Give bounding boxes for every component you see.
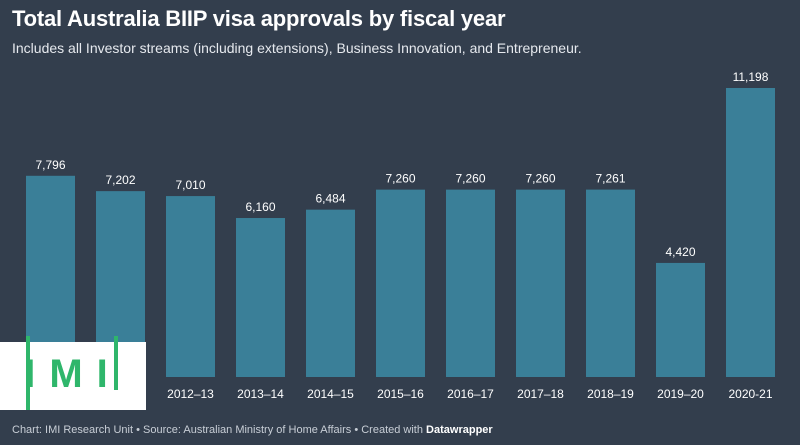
x-tick-label-2012–13: 2012–13: [167, 387, 214, 401]
bar-2020-21[interactable]: [726, 88, 775, 377]
x-tick-label-2015–16: 2015–16: [377, 387, 424, 401]
x-tick-label-2017–18: 2017–18: [517, 387, 564, 401]
logo-accent-bar-right: [114, 336, 118, 390]
bar-2016–17[interactable]: [446, 189, 495, 377]
footer-credits: Chart: IMI Research Unit • Source: Austr…: [12, 424, 427, 436]
x-tick-label-2016–17: 2016–17: [447, 387, 494, 401]
value-label-2011–12: 7,202: [105, 173, 135, 187]
value-label-2013–14: 6,160: [245, 200, 275, 214]
x-tick-label-2020-21: 2020-21: [728, 387, 772, 401]
bar-2017–18[interactable]: [516, 189, 565, 377]
x-tick-label-2013–14: 2013–14: [237, 387, 284, 401]
x-tick-label-2019–20: 2019–20: [657, 387, 704, 401]
chart-footer: Chart: IMI Research Unit • Source: Austr…: [12, 424, 493, 436]
value-label-2018–19: 7,261: [595, 172, 625, 186]
value-label-2014–15: 6,484: [315, 192, 345, 206]
value-label-2010–11: 7,796: [35, 158, 65, 172]
value-label-2019–20: 4,420: [665, 245, 695, 259]
bar-2015–16[interactable]: [376, 189, 425, 377]
value-label-2012–13: 7,010: [175, 178, 205, 192]
value-label-2020-21: 11,198: [733, 70, 769, 84]
datawrapper-link[interactable]: Datawrapper: [426, 424, 493, 436]
bar-2012–13[interactable]: [166, 196, 215, 377]
value-label-2015–16: 7,260: [385, 172, 415, 186]
chart-title: Total Australia BIIP visa approvals by f…: [12, 6, 506, 31]
x-tick-label-2014–15: 2014–15: [307, 387, 354, 401]
bar-2019–20[interactable]: [656, 262, 705, 377]
chart-subtitle: Includes all Investor streams (including…: [12, 40, 582, 56]
x-tick-label-2018–19: 2018–19: [587, 387, 634, 401]
bar-2014–15[interactable]: [306, 209, 355, 377]
bar-2013–14[interactable]: [236, 218, 285, 377]
logo-accent-bar-left: [26, 336, 30, 410]
imi-logo: IMI: [0, 336, 146, 410]
bar-2018–19[interactable]: [586, 189, 635, 377]
value-label-2016–17: 7,260: [455, 172, 485, 186]
value-label-2017–18: 7,260: [525, 172, 555, 186]
logo-text: IMI: [24, 352, 122, 396]
